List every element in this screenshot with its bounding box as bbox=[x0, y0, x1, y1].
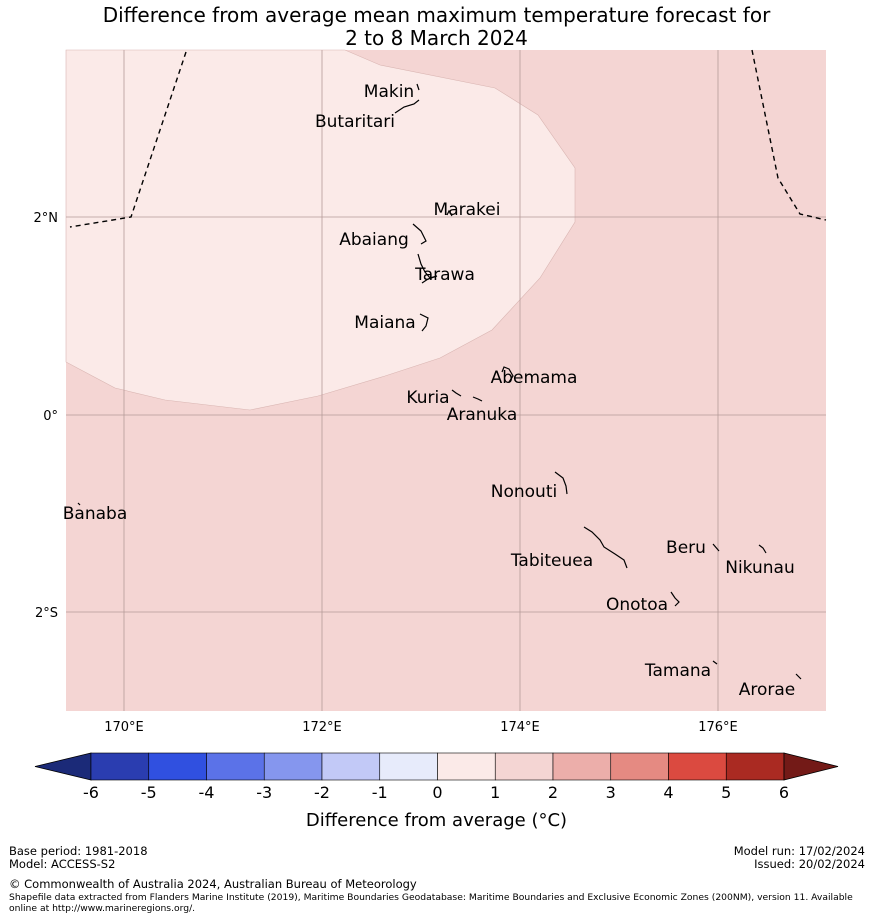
colorbar-tick-label: 2 bbox=[548, 783, 558, 802]
copyright: © Commonwealth of Australia 2024, Austra… bbox=[9, 877, 417, 891]
place-label: Aranuka bbox=[447, 405, 518, 425]
title-line-1: Difference from average mean maximum tem… bbox=[102, 3, 771, 27]
footer-left: Base period: 1981-2018 Model: ACCESS-S2 bbox=[9, 845, 148, 871]
island-outlines bbox=[77, 83, 802, 680]
colorbar-segment bbox=[206, 752, 265, 781]
place-label: Marakei bbox=[434, 200, 501, 220]
colorbar-segment bbox=[494, 752, 554, 781]
place-label: Makin bbox=[364, 82, 414, 102]
place-label: Arorae bbox=[739, 680, 796, 700]
eez-boundary-east bbox=[751, 49, 827, 221]
place-label: Tarawa bbox=[414, 265, 475, 285]
lon-label-172e: 172°E bbox=[302, 720, 342, 735]
lat-label-2s: 2°S bbox=[35, 606, 58, 621]
colorbar-tick-label: -1 bbox=[372, 783, 388, 802]
colorbar-tick-label: 5 bbox=[721, 783, 731, 802]
island-arorae bbox=[795, 673, 802, 680]
colorbar-tick-label: 4 bbox=[663, 783, 673, 802]
island-kuria bbox=[451, 389, 462, 397]
place-label: Maiana bbox=[354, 313, 415, 333]
place-label: Abemama bbox=[491, 368, 578, 388]
place-label: Kuria bbox=[406, 388, 449, 408]
place-label: Banaba bbox=[63, 504, 127, 524]
island-tamana bbox=[712, 660, 718, 665]
eez-boundary-west bbox=[69, 51, 187, 228]
colorbar-tick-label: 0 bbox=[432, 783, 442, 802]
colorbar-label: Difference from average (°C) bbox=[305, 810, 568, 831]
colorbar-tick-label: -6 bbox=[83, 783, 99, 802]
chart-title: Difference from average mean maximum tem… bbox=[0, 4, 873, 50]
issued-date: Issued: 20/02/2024 bbox=[754, 857, 865, 871]
colorbar-tick-label: 1 bbox=[490, 783, 500, 802]
island-tarawa bbox=[417, 253, 438, 284]
colorbar-tick-label: -4 bbox=[199, 783, 215, 802]
island-beru bbox=[712, 543, 720, 552]
island-nikunau bbox=[758, 544, 767, 554]
model-name: Model: ACCESS-S2 bbox=[9, 857, 116, 871]
colorbar-extend-low bbox=[34, 752, 92, 781]
lat-label-0: 0° bbox=[43, 409, 58, 424]
base-period: Base period: 1981-2018 bbox=[9, 844, 148, 858]
island-marakei bbox=[446, 209, 453, 217]
island-banaba bbox=[77, 502, 81, 506]
model-run: Model run: 17/02/2024 bbox=[733, 844, 865, 858]
colorbar-extend-high bbox=[783, 752, 839, 781]
island-abaiang bbox=[412, 223, 427, 245]
place-label: Onotoa bbox=[606, 595, 668, 615]
lat-label-2n: 2°N bbox=[34, 211, 59, 226]
footer-right: Model run: 17/02/2024 Issued: 20/02/2024 bbox=[734, 845, 865, 871]
island-makin bbox=[416, 83, 420, 91]
island-butaritari bbox=[394, 99, 420, 114]
colorbar-tick-label: -3 bbox=[256, 783, 272, 802]
lon-label-170e: 170°E bbox=[104, 720, 144, 735]
colorbar-segment bbox=[725, 752, 785, 781]
colorbar-segment bbox=[90, 752, 150, 781]
colorbar-tick-label: 3 bbox=[606, 783, 616, 802]
place-label: Tamana bbox=[644, 661, 711, 681]
place-label: Tabiteuea bbox=[510, 551, 593, 571]
place-label: Beru bbox=[666, 538, 706, 558]
graticule bbox=[66, 50, 826, 711]
latitude-labels: 2°N 0° 2°S bbox=[34, 211, 59, 621]
place-labels: Makin Butaritari Marakei Abaiang Tarawa … bbox=[63, 82, 796, 700]
island-tabiteuea bbox=[583, 526, 628, 569]
colorbar-segment bbox=[610, 752, 669, 781]
place-label: Nonouti bbox=[491, 482, 557, 502]
colorbar-ticks: -6 -5 -4 -3 -2 -1 0 1 2 3 4 5 6 bbox=[83, 783, 789, 802]
title-line-2: 2 to 8 March 2024 bbox=[345, 26, 528, 50]
colorbar-segment bbox=[668, 752, 727, 781]
colorbar-segment bbox=[379, 752, 438, 781]
anomaly-area-0-to-1 bbox=[65, 49, 576, 411]
colorbar bbox=[34, 752, 839, 781]
longitude-labels: 170°E 172°E 174°E 176°E bbox=[104, 720, 738, 735]
colorbar-segment bbox=[552, 752, 612, 781]
colorbar-segment bbox=[321, 752, 381, 781]
colorbar-segment bbox=[263, 752, 323, 781]
eez-boundaries bbox=[69, 49, 827, 228]
colorbar-segment bbox=[148, 752, 207, 781]
island-nonouti bbox=[554, 471, 568, 495]
shapefile-credit: Shapefile data extracted from Flanders M… bbox=[9, 892, 853, 914]
lon-label-176e: 176°E bbox=[698, 720, 738, 735]
place-label: Abaiang bbox=[339, 230, 409, 250]
place-label: Butaritari bbox=[315, 112, 395, 132]
colorbar-tick-label: -5 bbox=[141, 783, 157, 802]
colorbar-tick-label: 6 bbox=[779, 783, 789, 802]
colorbar-tick-label: -2 bbox=[314, 783, 330, 802]
place-label: Nikunau bbox=[725, 558, 795, 578]
island-maiana bbox=[419, 313, 429, 332]
island-onotoa bbox=[670, 591, 680, 607]
colorbar-segment bbox=[437, 752, 496, 781]
island-aranuka bbox=[472, 396, 483, 402]
lon-label-174e: 174°E bbox=[500, 720, 540, 735]
island-abemama bbox=[501, 366, 514, 383]
